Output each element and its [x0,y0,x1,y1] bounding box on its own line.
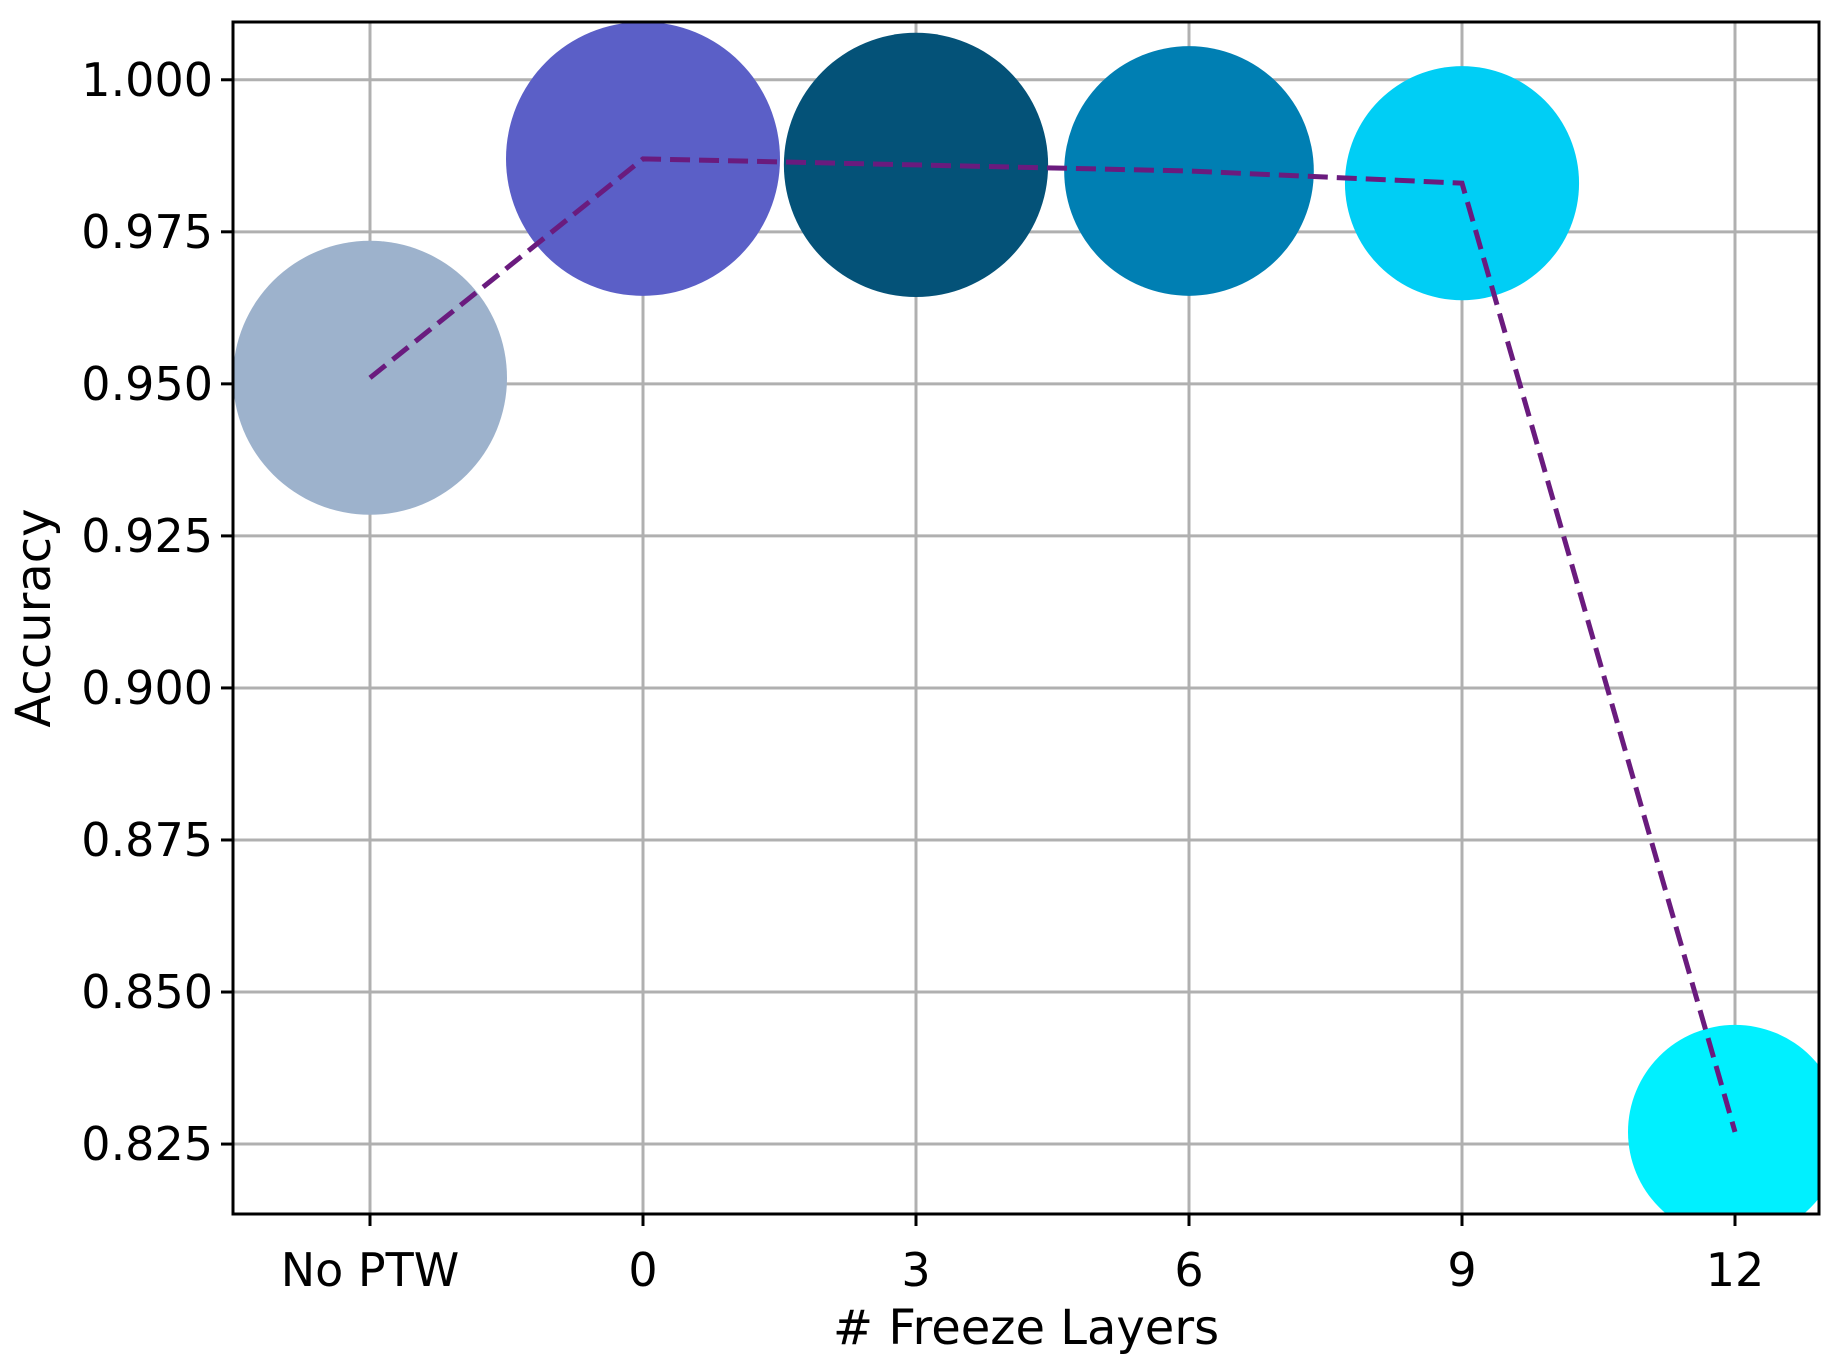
accuracy-trend-line [368,156,1738,1133]
bubbles [233,22,1819,1214]
bubble-point [1064,46,1314,296]
y-tick-label: 0.950 [81,357,213,411]
y-tick-label: 1.000 [81,53,213,107]
x-tick-label: 3 [901,1243,930,1297]
x-tick-label: 0 [628,1243,657,1297]
x-tick-labels: No PTW 0 3 6 9 12 [281,1214,1765,1297]
y-tick-label: 0.900 [81,661,213,715]
x-axis-label: # Freeze Layers [833,1300,1219,1356]
y-tick-labels: 0.825 0.850 0.875 0.900 0.925 0.950 0.975 1.000 [81,53,233,1171]
x-tick-label: No PTW [281,1243,460,1297]
y-tick-label: 0.875 [81,813,213,867]
plot-frame [231,20,1821,1216]
y-tick-label: 0.975 [81,205,213,259]
y-axis-label: Accuracy [6,508,62,727]
bubble-point [1628,1024,1819,1214]
y-tick-label: 0.925 [81,509,213,563]
x-tick-label: 6 [1174,1243,1203,1297]
x-tick-label: 12 [1706,1243,1765,1297]
y-tick-label: 0.825 [81,1117,213,1171]
y-tick-label: 0.850 [81,965,213,1019]
x-tick-label: 9 [1447,1243,1476,1297]
